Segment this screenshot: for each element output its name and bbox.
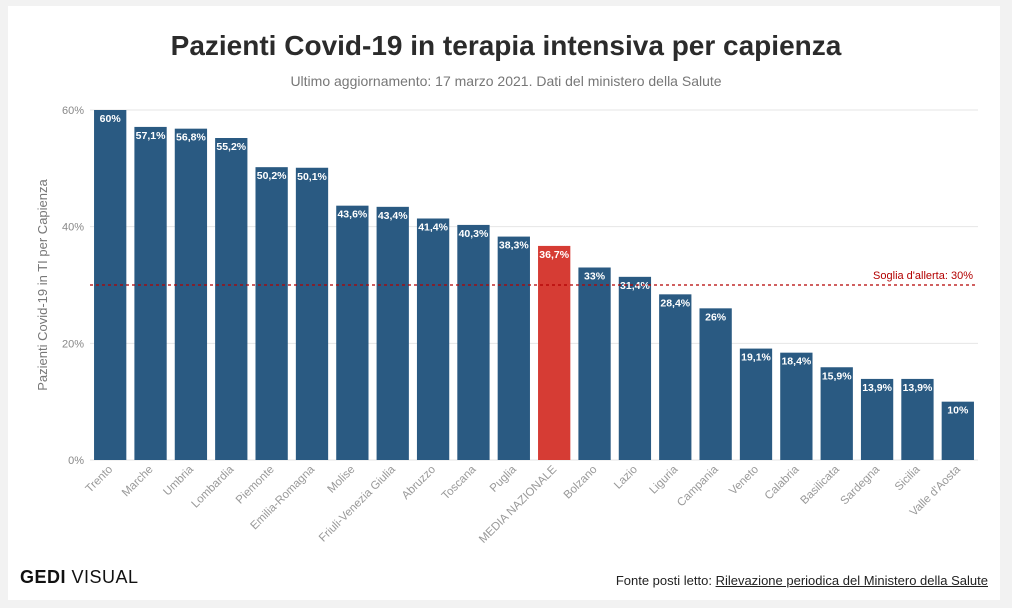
bar	[780, 352, 813, 460]
category-label: Friuli-Venezia Giulia	[317, 463, 398, 544]
category-label: Puglia	[488, 463, 520, 495]
category-label: Abruzzo	[400, 464, 438, 502]
data-label: 26%	[705, 311, 727, 323]
data-label: 40,3%	[459, 228, 489, 240]
category-label: Toscana	[440, 463, 479, 502]
data-label: 13,9%	[862, 382, 892, 394]
data-label: 13,9%	[903, 382, 933, 394]
y-tick-label: 40%	[62, 222, 84, 234]
logo-bold-text: GEDI	[20, 567, 67, 587]
data-label: 31,4%	[620, 280, 650, 292]
bar	[860, 378, 894, 460]
bar	[457, 224, 490, 460]
data-label: 50,1%	[297, 171, 327, 183]
bar	[618, 276, 652, 460]
category-label: Molise	[325, 464, 357, 496]
threshold-label: Soglia d'allerta: 30%	[873, 270, 973, 282]
y-axis-label: Pazienti Covid-19 in TI per Capienza	[35, 178, 50, 390]
data-label: 33%	[584, 271, 606, 283]
bar	[336, 205, 369, 460]
data-label: 38,3%	[499, 240, 529, 252]
data-label: 50,2%	[257, 170, 287, 182]
bar	[174, 128, 208, 460]
bar	[255, 167, 288, 460]
category-label: Campania	[675, 463, 721, 509]
category-label: Basilicata	[799, 463, 843, 507]
category-label: Trento	[84, 464, 116, 496]
bar	[416, 218, 450, 460]
bar	[820, 367, 853, 460]
category-label: MEDIA NAZIONALE	[477, 463, 559, 545]
gedi-visual-logo: GEDI VISUAL	[20, 567, 139, 588]
data-label: 57,1%	[136, 130, 166, 142]
source-link[interactable]: Rilevazione periodica del Ministero dell…	[715, 573, 988, 588]
bar	[376, 206, 409, 460]
category-label: Sardegna	[838, 463, 882, 507]
category-label: Veneto	[727, 464, 761, 498]
bar	[134, 126, 167, 461]
bar	[497, 236, 530, 460]
chart-subtitle: Ultimo aggiornamento: 17 marzo 2021. Dat…	[290, 73, 722, 89]
bar	[538, 245, 571, 460]
logo-regular-text: VISUAL	[66, 567, 139, 587]
data-label: 56,8%	[176, 132, 206, 144]
data-label: 15,9%	[822, 370, 852, 382]
data-label: 19,1%	[741, 352, 771, 364]
category-label: Umbria	[161, 463, 196, 498]
category-label: Lombardia	[189, 463, 236, 510]
data-label: 60%	[100, 113, 122, 125]
data-label: 28,4%	[660, 297, 690, 309]
data-label: 55,2%	[216, 141, 246, 153]
y-tick-label: 0%	[68, 455, 84, 467]
data-label: 10%	[947, 405, 969, 417]
bar	[295, 167, 329, 460]
category-label: Piemonte	[234, 464, 277, 507]
bar	[578, 267, 611, 460]
y-tick-label: 60%	[62, 105, 84, 117]
data-label: 41,4%	[418, 222, 448, 234]
source-note: Fonte posti letto: Rilevazione periodica…	[616, 573, 988, 588]
category-label: Sicilia	[893, 463, 923, 493]
bar	[659, 294, 692, 460]
source-prefix: Fonte posti letto:	[615, 573, 716, 588]
data-label: 36,7%	[539, 249, 569, 261]
bar	[901, 378, 934, 460]
bar	[739, 348, 773, 460]
chart-title: Pazienti Covid-19 in terapia intensiva p…	[170, 30, 842, 61]
data-label: 43,6%	[337, 209, 367, 221]
category-label: Liguria	[647, 463, 680, 496]
y-tick-label: 20%	[62, 338, 84, 350]
category-label: Bolzano	[562, 464, 600, 502]
category-label: Calabria	[763, 463, 802, 502]
category-label: Marche	[120, 464, 156, 500]
data-label: 18,4%	[781, 356, 811, 368]
bar	[941, 401, 974, 460]
bar	[699, 308, 732, 460]
bar	[215, 138, 248, 460]
data-label: 43,4%	[378, 210, 408, 222]
category-label: Lazio	[612, 464, 640, 492]
